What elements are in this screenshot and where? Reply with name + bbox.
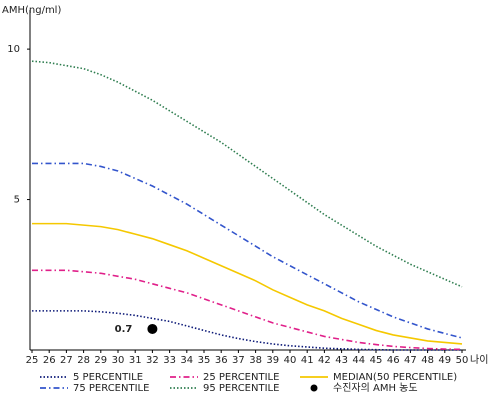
- x-tick-label: 30: [112, 355, 125, 366]
- x-tick-label: 50: [456, 355, 469, 366]
- point-label: 0.7: [115, 324, 133, 335]
- x-tick-label: 25: [26, 355, 39, 366]
- x-tick-label: 27: [60, 355, 73, 366]
- x-tick-label: 26: [43, 355, 56, 366]
- x-tick-label: 36: [215, 355, 228, 366]
- series-line: [32, 162, 463, 339]
- y-tick-label: 5: [14, 195, 20, 206]
- x-tick-label: 44: [352, 355, 365, 366]
- legend-label: 95 PERCENTILE: [203, 383, 279, 394]
- x-tick-label: 35: [198, 355, 211, 366]
- legend-label: MEDIAN(50 PERCENTILE): [333, 372, 457, 383]
- y-tick-label: 10: [7, 44, 20, 55]
- legend-label: 75 PERCENTILE: [73, 383, 149, 394]
- x-tick-label: 33: [163, 355, 176, 366]
- x-tick-label: 46: [387, 355, 400, 366]
- x-tick-label: 48: [421, 355, 434, 366]
- legend-label: 5 PERCENTILE: [73, 372, 143, 383]
- legend-label: 25 PERCENTILE: [203, 372, 279, 383]
- x-tick-label: 45: [370, 355, 383, 366]
- legend-label: 수진자의 AMH 농도: [333, 382, 418, 394]
- x-tick-label: 29: [94, 355, 107, 366]
- series-line: [31, 60, 463, 288]
- x-tick-label: 43: [335, 355, 348, 366]
- x-tick-label: 39: [266, 355, 279, 366]
- x-axis-label: 나이: [470, 354, 488, 366]
- x-tick-label: 32: [146, 355, 159, 366]
- x-tick-label: 40: [284, 355, 297, 366]
- x-tick-label: 38: [249, 355, 262, 366]
- patient-point: [147, 323, 158, 334]
- x-tick-label: 42: [318, 355, 331, 366]
- x-tick-label: 41: [301, 355, 314, 366]
- x-tick-label: 31: [129, 355, 142, 366]
- x-tick-label: 37: [232, 355, 245, 366]
- y-axis-label: AMH(ng/ml): [2, 5, 61, 16]
- x-tick-label: 49: [438, 355, 451, 366]
- x-tick-label: 47: [404, 355, 417, 366]
- series-line: [32, 269, 463, 351]
- series-line: [32, 222, 463, 345]
- legend-swatch: [310, 384, 318, 392]
- series-line: [32, 310, 462, 351]
- x-tick-label: 28: [77, 355, 90, 366]
- x-tick-label: 34: [180, 355, 193, 366]
